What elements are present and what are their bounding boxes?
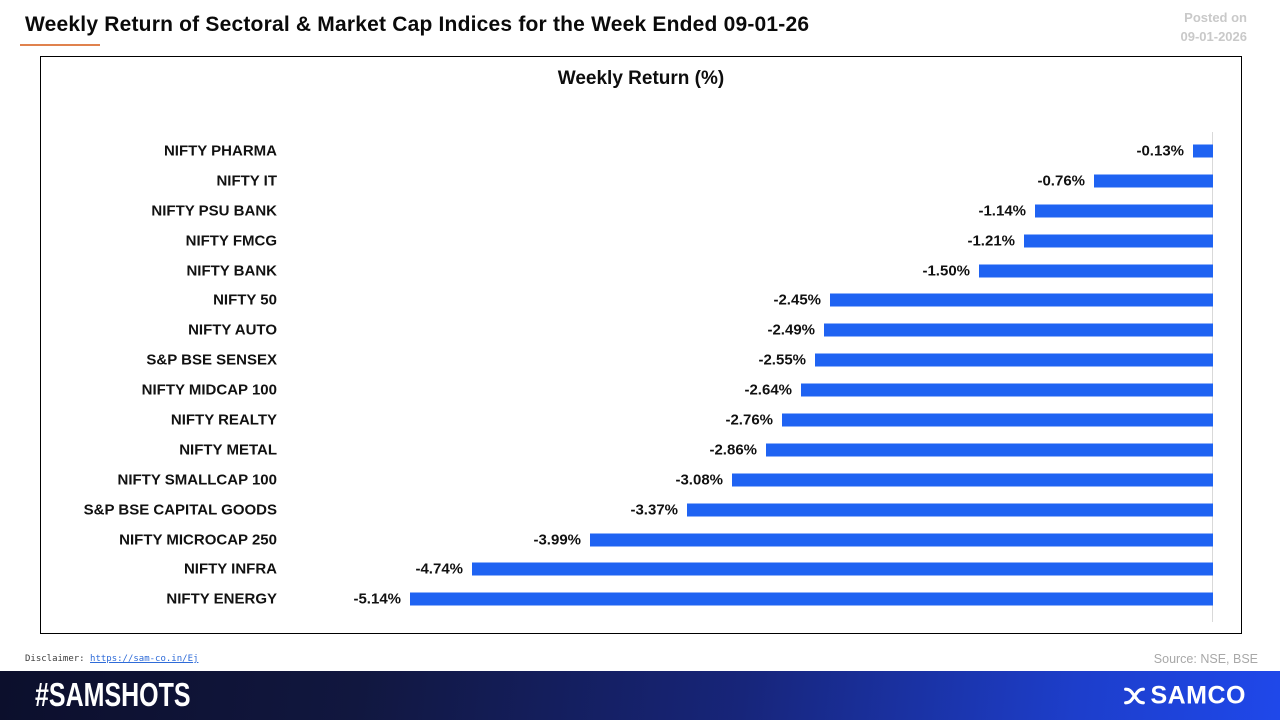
posted-on-date: 09-01-2026 bbox=[1180, 29, 1248, 44]
bar bbox=[1193, 144, 1213, 158]
value-label: -2.86% bbox=[709, 441, 757, 459]
value-label: -2.76% bbox=[725, 411, 773, 429]
chart-row: NIFTY ENERGY -5.14% bbox=[41, 584, 1241, 614]
posted-on: Posted on 09-01-2026 bbox=[1181, 8, 1248, 46]
category-label: NIFTY REALTY bbox=[170, 411, 277, 429]
footer-bar: #SAMSHOTS SAMCO bbox=[0, 671, 1280, 720]
bar bbox=[1035, 204, 1213, 218]
disclaimer: Disclaimer: https://sam-co.in/Ej bbox=[25, 654, 198, 664]
value-label: -4.74% bbox=[415, 560, 463, 578]
category-label: NIFTY METAL bbox=[179, 441, 277, 459]
value-label: -1.14% bbox=[978, 202, 1026, 220]
chart-row: NIFTY MICROCAP 250 -3.99% bbox=[41, 525, 1241, 555]
bar bbox=[979, 264, 1213, 277]
chart-container: Weekly Return (%) NIFTY PHARMA -0.13% NIFT… bbox=[40, 56, 1242, 634]
page-title: Weekly Return of Sectoral & Market Cap I… bbox=[25, 13, 810, 36]
bar bbox=[815, 353, 1213, 367]
category-label: NIFTY AUTO bbox=[188, 321, 277, 339]
category-label: NIFTY ENERGY bbox=[166, 590, 277, 608]
chart-row: NIFTY FMCG -1.21% bbox=[41, 226, 1241, 256]
disclaimer-label: Disclaimer: bbox=[25, 654, 85, 664]
category-label: NIFTY PHARMA bbox=[163, 142, 277, 160]
samco-logo-icon bbox=[1124, 687, 1146, 704]
bar bbox=[410, 592, 1213, 606]
bar bbox=[1024, 234, 1213, 248]
source-credit: Source: NSE, BSE bbox=[1153, 652, 1258, 666]
category-label: S&P BSE CAPITAL GOODS bbox=[83, 501, 277, 519]
value-label: -2.55% bbox=[758, 351, 806, 369]
zero-axis-line bbox=[1212, 132, 1213, 622]
category-label: NIFTY MIDCAP 100 bbox=[141, 381, 277, 399]
value-label: -2.64% bbox=[744, 381, 792, 399]
disclaimer-link[interactable]: https://sam-co.in/Ej bbox=[90, 654, 199, 664]
category-label: NIFTY FMCG bbox=[185, 232, 277, 250]
bar bbox=[830, 293, 1213, 307]
bar bbox=[732, 473, 1213, 487]
value-label: -3.99% bbox=[533, 531, 581, 549]
chart-row: NIFTY 50 -2.45% bbox=[41, 285, 1241, 315]
value-label: -3.37% bbox=[630, 501, 678, 519]
brand-lockup: SAMCO bbox=[1122, 681, 1246, 710]
chart-row: NIFTY PSU BANK -1.14% bbox=[41, 196, 1241, 226]
chart-row: NIFTY SMALLCAP 100 -3.08% bbox=[41, 465, 1241, 495]
bar bbox=[824, 323, 1213, 337]
samshots-hashtag: #SAMSHOTS bbox=[35, 676, 191, 714]
chart-title: Weekly Return (%) bbox=[557, 68, 725, 89]
value-label: -3.08% bbox=[675, 471, 723, 489]
value-label: -0.76% bbox=[1037, 172, 1085, 190]
category-label: NIFTY PSU BANK bbox=[151, 202, 277, 220]
bar bbox=[766, 443, 1213, 457]
chart-row: S&P BSE CAPITAL GOODS -3.37% bbox=[41, 495, 1241, 525]
value-label: -1.50% bbox=[922, 262, 970, 279]
chart-row: S&P BSE SENSEX -2.55% bbox=[41, 345, 1241, 375]
chart-row: NIFTY AUTO -2.49% bbox=[41, 315, 1241, 345]
chart-row: NIFTY INFRA -4.74% bbox=[41, 554, 1241, 584]
bar-rows: NIFTY PHARMA -0.13% NIFTY IT -0.76% NIFTY PS… bbox=[41, 136, 1241, 614]
category-label: NIFTY SMALLCAP 100 bbox=[117, 471, 277, 489]
bar bbox=[1094, 174, 1213, 188]
category-label: NIFTY INFRA bbox=[183, 560, 277, 578]
category-label: NIFTY IT bbox=[216, 172, 277, 190]
value-label: -1.21% bbox=[967, 232, 1015, 250]
chart-row: NIFTY PHARMA -0.13% bbox=[41, 136, 1241, 166]
value-label: -2.45% bbox=[773, 291, 821, 309]
brand-name: SAMCO bbox=[1150, 681, 1246, 709]
bar bbox=[801, 383, 1213, 397]
category-label: S&P BSE SENSEX bbox=[146, 351, 277, 369]
bar bbox=[782, 413, 1213, 427]
bar bbox=[687, 503, 1213, 517]
category-label: NIFTY BANK bbox=[186, 262, 277, 279]
value-label: -5.14% bbox=[353, 590, 401, 608]
posted-on-label: Posted on bbox=[1184, 10, 1247, 25]
category-label: NIFTY MICROCAP 250 bbox=[119, 531, 277, 549]
chart-row: NIFTY MIDCAP 100 -2.64% bbox=[41, 375, 1241, 405]
bar bbox=[472, 562, 1213, 576]
value-label: -0.13% bbox=[1136, 142, 1184, 160]
bar bbox=[590, 533, 1213, 547]
title-underline bbox=[20, 44, 100, 46]
chart-row: NIFTY IT -0.76% bbox=[41, 166, 1241, 196]
category-label: NIFTY 50 bbox=[213, 291, 277, 309]
chart-row: NIFTY REALTY -2.76% bbox=[41, 405, 1241, 435]
chart-row: NIFTY BANK -1.50% bbox=[41, 256, 1241, 286]
chart-row: NIFTY METAL -2.86% bbox=[41, 435, 1241, 465]
value-label: -2.49% bbox=[767, 321, 815, 339]
